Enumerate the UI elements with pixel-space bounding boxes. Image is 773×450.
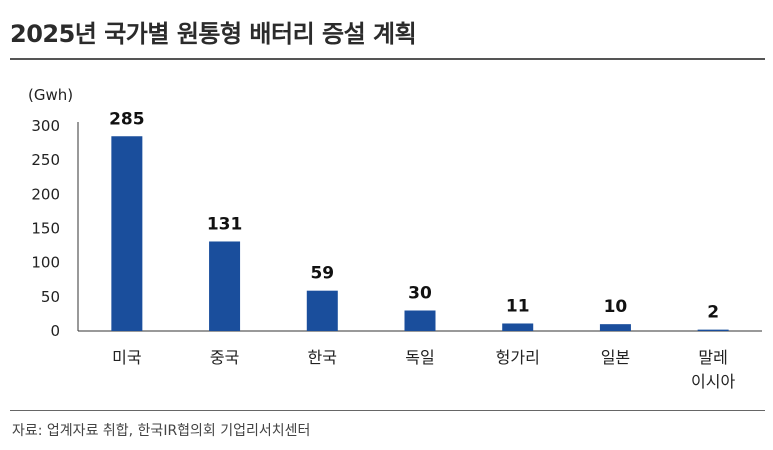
x-category-label: 미국: [112, 348, 141, 367]
x-category-label: 독일: [405, 348, 434, 367]
x-category-label: 중국: [210, 348, 239, 367]
x-category-label: 이시아: [691, 372, 735, 391]
x-category-label: 말레: [698, 348, 727, 367]
bar: [697, 329, 729, 331]
x-category-label: 한국: [308, 348, 337, 367]
y-tick-label: 150: [31, 220, 60, 238]
y-tick-label: 200: [31, 185, 60, 203]
bar: [502, 323, 534, 331]
title-divider: [10, 58, 765, 60]
source-divider: [10, 410, 765, 411]
bar: [599, 324, 631, 331]
data-label: 285: [109, 109, 145, 129]
y-tick-label: 250: [31, 151, 60, 169]
data-label: 131: [207, 214, 243, 234]
y-tick-label: 300: [31, 117, 60, 135]
bar: [404, 310, 436, 331]
y-tick-label: 100: [31, 254, 60, 272]
data-label: 59: [310, 264, 334, 284]
data-label: 30: [408, 284, 432, 304]
bar: [111, 136, 143, 331]
chart-title: 2025년 국가별 원통형 배터리 증설 계획: [10, 20, 417, 48]
y-tick-label: 0: [50, 322, 60, 340]
x-category-label: 일본: [601, 348, 630, 367]
data-label: 10: [604, 297, 628, 317]
source-note: 자료: 업계자료 취합, 한국IR협의회 기업리서치센터: [12, 423, 311, 439]
bar: [209, 241, 241, 331]
y-axis-unit-label: (Gwh): [28, 86, 73, 104]
bar: [306, 290, 338, 331]
data-label: 2: [707, 303, 719, 323]
y-tick-label: 50: [41, 288, 60, 306]
data-label: 11: [506, 296, 530, 316]
x-category-label: 헝가리: [496, 348, 540, 367]
